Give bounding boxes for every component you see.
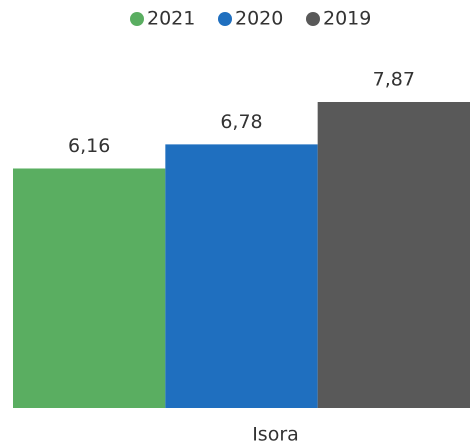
bar — [317, 102, 470, 408]
legend-swatch — [130, 12, 144, 26]
legend-label: 2020 — [235, 8, 283, 30]
data-label: 7,87 — [373, 69, 415, 91]
x-tick-label: Isora — [252, 424, 299, 446]
legend-label: 2021 — [147, 8, 195, 30]
data-label: 6,16 — [68, 135, 110, 157]
legend-swatch — [306, 12, 320, 26]
legend-label: 2019 — [323, 8, 371, 30]
legend-swatch — [218, 12, 232, 26]
bar — [13, 168, 166, 408]
bar — [165, 144, 318, 408]
data-label: 6,78 — [220, 111, 262, 133]
